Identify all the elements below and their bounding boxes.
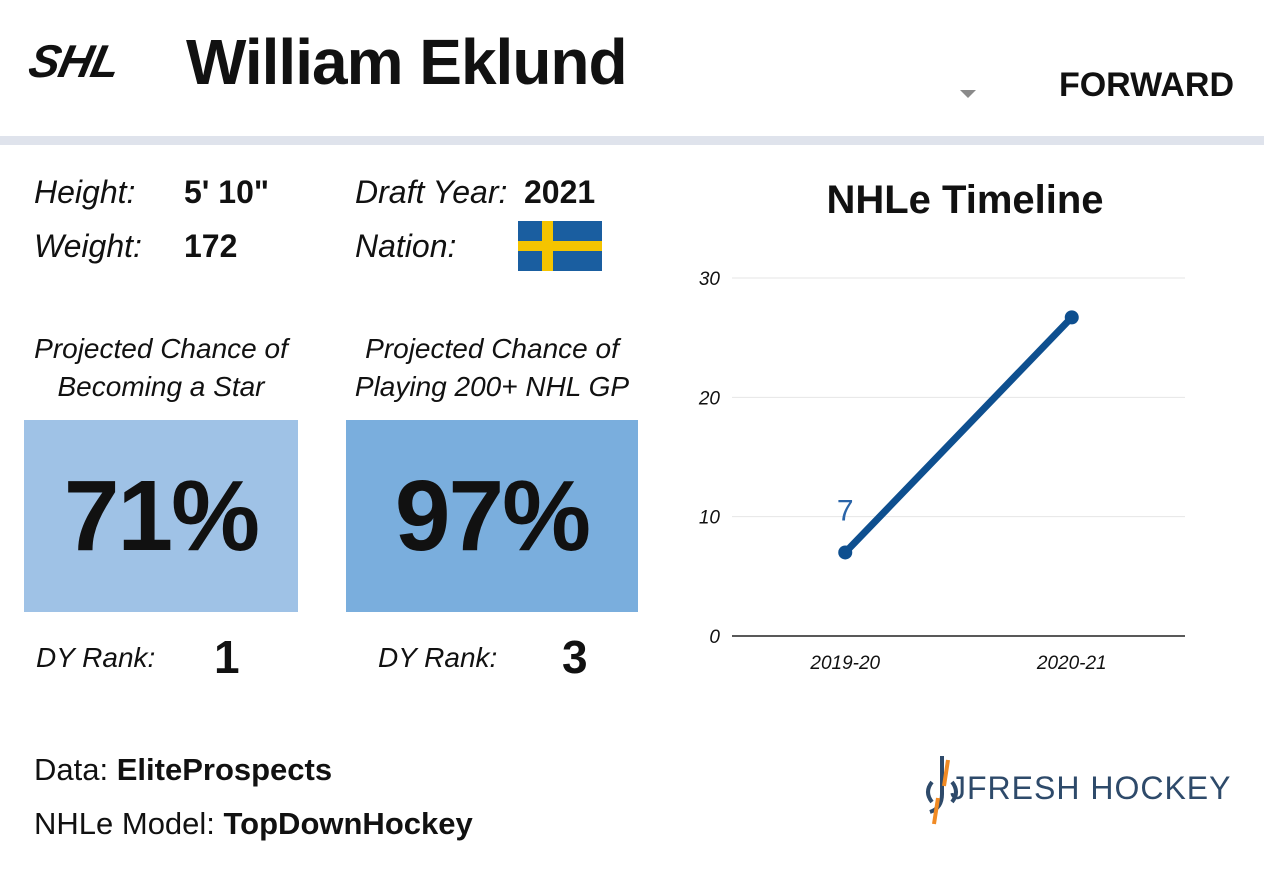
nhl-gp-chance-box: 97% xyxy=(346,420,638,612)
position-label: FORWARD xyxy=(1058,66,1234,104)
draft-year-label: Draft Year: xyxy=(355,174,508,210)
weight-label: Weight: xyxy=(34,228,142,264)
star-chance-box: 71% xyxy=(24,420,298,612)
y-tick-label-30: 30 xyxy=(699,269,721,290)
brand-name: JFRESH HOCKEY xyxy=(950,770,1232,806)
star-chance-caption: Projected Chance of Becoming a Star xyxy=(24,330,298,406)
chart-title: NHLe Timeline xyxy=(826,178,1104,222)
nhl-gp-chance-value: 97% xyxy=(394,460,591,572)
data-point-2020-21 xyxy=(1064,310,1079,325)
star-caption-line1: Projected Chance of xyxy=(34,333,288,364)
nhl-gp-chance-caption: Projected Chance of Playing 200+ NHL GP xyxy=(346,330,638,406)
star-chance-value: 71% xyxy=(63,460,260,572)
star-rank-label: DY Rank: xyxy=(36,642,156,673)
header-divider xyxy=(0,136,1264,145)
jfresh-logo-icon xyxy=(926,756,958,825)
height-label: Height: xyxy=(34,174,136,210)
data-credit: Data: EliteProspects xyxy=(34,754,332,785)
x-tick-label-2019-20: 2019-20 xyxy=(809,653,880,674)
series-line-nhle xyxy=(841,313,1076,556)
model-credit-source: TopDownHockey xyxy=(223,806,473,841)
star-rank-value: 1 xyxy=(214,631,240,683)
weight-value: 172 xyxy=(184,228,238,264)
y-tick-label-0: 0 xyxy=(709,627,720,648)
chevron-down-icon[interactable] xyxy=(960,90,976,98)
gp-rank-label: DY Rank: xyxy=(378,642,498,673)
data-point-2019-20 xyxy=(838,545,853,560)
gp-rank-value: 3 xyxy=(562,631,588,683)
player-name: William Eklund xyxy=(186,26,628,98)
gp-caption-line2: Playing 200+ NHL GP xyxy=(354,371,630,402)
draft-year-value: 2021 xyxy=(524,174,596,210)
data-credit-source: EliteProspects xyxy=(116,752,333,787)
y-tick-label-10: 10 xyxy=(699,508,721,529)
height-value: 5' 10" xyxy=(184,174,270,210)
nation-label: Nation: xyxy=(355,228,457,264)
x-tick-label-2020-21: 2020-21 xyxy=(1036,653,1107,674)
sweden-flag-icon xyxy=(518,221,602,271)
model-credit-prefix: NHLe Model: xyxy=(34,806,215,841)
data-credit-prefix: Data: xyxy=(34,752,109,787)
star-caption-line2: Becoming a Star xyxy=(57,371,265,402)
model-credit: NHLe Model: TopDownHockey xyxy=(34,808,473,839)
y-tick-label-20: 20 xyxy=(698,388,721,409)
data-label-2019-20: 7 xyxy=(837,494,854,527)
gp-caption-line1: Projected Chance of xyxy=(365,333,619,364)
